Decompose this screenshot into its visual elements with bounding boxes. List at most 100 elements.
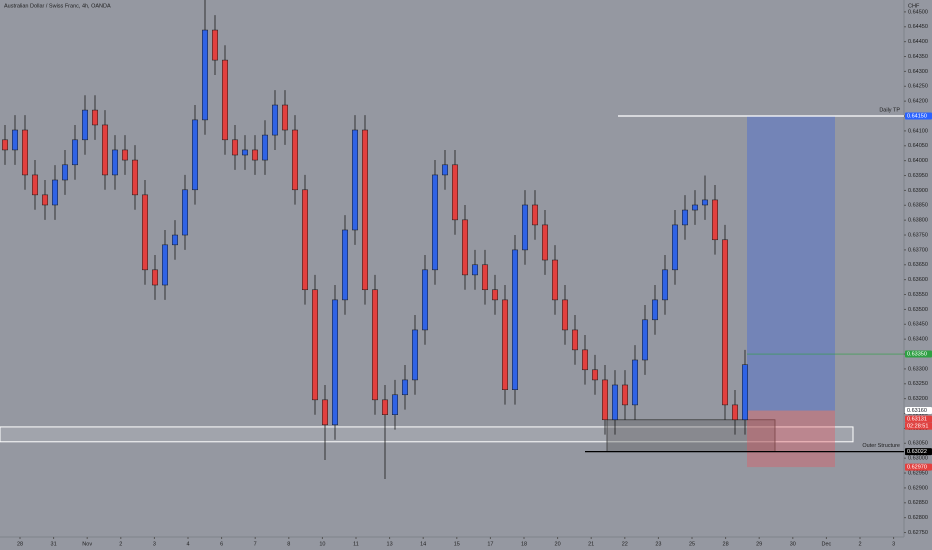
candle-body <box>682 209 688 226</box>
price-label: 0.63350 <box>907 351 927 357</box>
candle-body <box>732 404 738 421</box>
price-label: 0.63131 <box>907 417 927 423</box>
candle-body <box>362 129 368 291</box>
countdown-bg <box>905 422 932 430</box>
candle-body <box>202 29 208 121</box>
support-zone <box>0 426 854 443</box>
candle-body <box>152 269 158 286</box>
y-tick-label: 0.64500 <box>908 9 928 15</box>
candle-body <box>472 264 478 276</box>
y-tick-label: 0.63550 <box>908 292 928 298</box>
candle-body <box>132 159 138 196</box>
price-label-bg <box>905 112 932 120</box>
candle-body <box>662 269 668 301</box>
candle-body <box>582 349 588 371</box>
y-tick-label: 0.63600 <box>908 277 928 283</box>
candle-body <box>52 179 58 206</box>
candle-body <box>42 194 48 206</box>
candle-body <box>612 384 618 421</box>
candle-body <box>672 224 678 271</box>
loss-zone <box>747 410 835 468</box>
candle-body <box>272 104 278 136</box>
candle-body <box>742 364 748 421</box>
candle-body <box>432 174 438 271</box>
candle-body <box>652 299 658 321</box>
candle-body <box>182 189 188 236</box>
y-tick-label: 0.64100 <box>908 128 928 134</box>
x-tick-label: 20 <box>555 541 561 547</box>
candle-body <box>352 129 358 231</box>
chart-title: Australian Dollar / Swiss Franc, 4h, OAN… <box>4 3 111 9</box>
line-label: Daily TP <box>879 107 900 113</box>
candle-body <box>532 204 538 226</box>
x-tick-label: 3 <box>153 541 156 547</box>
candle-body <box>302 189 308 291</box>
price-label: 0.63160 <box>907 408 927 414</box>
countdown: 02:28:51 <box>907 424 928 430</box>
x-tick-label: 4 <box>186 541 189 547</box>
candle-body <box>252 149 258 161</box>
candle-body <box>12 129 18 151</box>
y-tick-label: 0.64000 <box>908 158 928 164</box>
candle-body <box>172 234 178 246</box>
candle-body <box>492 289 498 301</box>
x-tick-label: 17 <box>487 541 493 547</box>
candle-body <box>322 399 328 426</box>
y-tick-label: 0.63000 <box>908 456 928 462</box>
x-tick-label: 3 <box>892 541 895 547</box>
candle-body <box>512 249 518 390</box>
x-tick-label: 21 <box>588 541 594 547</box>
candle-body <box>712 199 718 241</box>
x-tick-label: Dec <box>822 541 832 547</box>
candle-body <box>22 129 28 176</box>
x-tick-label: 2 <box>858 541 861 547</box>
y-tick-label: 0.62750 <box>908 530 928 536</box>
candle-body <box>412 329 418 381</box>
candle-body <box>72 139 78 166</box>
candle-body <box>622 384 628 406</box>
x-tick-label: 31 <box>51 541 57 547</box>
y-tick-label: 0.62900 <box>908 485 928 491</box>
y-tick-label: 0.64250 <box>908 84 928 90</box>
candle-body <box>602 379 608 421</box>
y-tick-label: 0.64350 <box>908 54 928 60</box>
candle-body <box>702 199 708 206</box>
y-tick-label: 0.63400 <box>908 337 928 343</box>
candle-body <box>332 299 338 426</box>
candle-body <box>112 149 118 176</box>
y-tick-label: 0.64400 <box>908 39 928 45</box>
candle-body <box>2 139 8 151</box>
price-label-bg <box>905 415 932 423</box>
candle-body <box>32 174 38 196</box>
candle-body <box>642 319 648 361</box>
candle-body <box>402 379 408 396</box>
y-tick-label: 0.62800 <box>908 515 928 521</box>
candle-body <box>502 299 508 390</box>
candle-body <box>232 139 238 156</box>
candle-body <box>442 164 448 176</box>
candle-body <box>92 109 98 126</box>
x-tick-label: 13 <box>387 541 393 547</box>
price-label-bg <box>905 350 932 358</box>
candle-body <box>282 104 288 131</box>
candle-body <box>692 204 698 211</box>
x-tick-label: 7 <box>254 541 257 547</box>
currency-label: CHF <box>908 3 920 9</box>
candle-body <box>192 119 198 191</box>
y-tick-label: 0.63900 <box>908 188 928 194</box>
candle-body <box>212 29 218 61</box>
x-tick-label: 28 <box>17 541 23 547</box>
x-tick-label: 23 <box>655 541 661 547</box>
x-tick-label: 28 <box>723 541 729 547</box>
candle-body <box>522 204 528 251</box>
y-tick-label: 0.63950 <box>908 173 928 179</box>
candle-body <box>552 259 558 301</box>
y-tick-label: 0.63650 <box>908 262 928 268</box>
x-tick-label: 30 <box>790 541 796 547</box>
candle-body <box>382 399 388 415</box>
price-label: 0.63022 <box>907 449 927 455</box>
y-tick-label: 0.64200 <box>908 99 928 105</box>
y-tick-label: 0.63050 <box>908 441 928 447</box>
x-tick-label: 29 <box>756 541 762 547</box>
candle-body <box>452 164 458 221</box>
